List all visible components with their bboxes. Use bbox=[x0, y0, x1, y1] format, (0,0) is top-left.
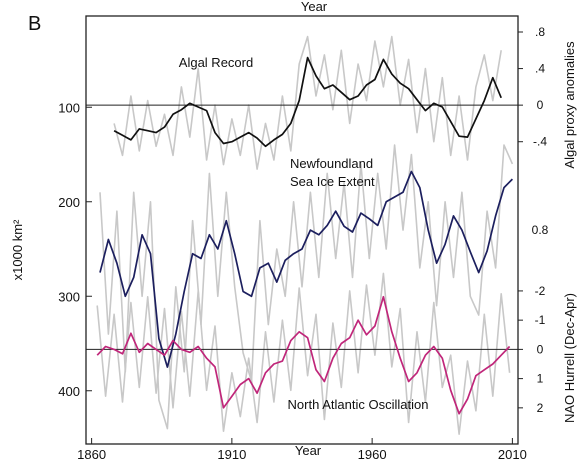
ice-right-tick-label: 0.8 bbox=[532, 223, 549, 237]
plot-frame bbox=[85, 15, 519, 445]
ice-tick-label: 200 bbox=[58, 195, 80, 210]
x-tick-label-2010: 2010 bbox=[498, 447, 527, 462]
algal-tick-label: -.4 bbox=[533, 135, 547, 149]
x-tick-label-1860: 1860 bbox=[77, 447, 106, 462]
top-axis-label: Year bbox=[301, 0, 328, 14]
algal-raw-line bbox=[113, 35, 502, 170]
zero-lines bbox=[86, 104, 518, 350]
algal-tick-label: .4 bbox=[535, 62, 545, 76]
nao-tick-label: -2 bbox=[535, 284, 546, 298]
algal-tick-label: 0 bbox=[537, 98, 544, 112]
nao-series-label: North Atlantic Oscillation bbox=[288, 397, 429, 412]
nao-axis-title: NAO Hurrell (Dec-Apr) bbox=[562, 293, 577, 423]
nao-tick-label: 1 bbox=[537, 372, 544, 386]
ice-tick-label: 100 bbox=[58, 100, 80, 115]
ice-series-label-line2: Sea Ice Extent bbox=[290, 174, 375, 189]
smoothed-series-layer bbox=[96, 56, 514, 415]
ice-series-line bbox=[99, 170, 514, 368]
ice-axis-title: x1000 km² bbox=[10, 219, 25, 280]
ice-series-label-line1: Newfoundland bbox=[290, 156, 373, 171]
ice-tick-label: 400 bbox=[58, 384, 80, 399]
algal-series-label: Algal Record bbox=[179, 55, 253, 70]
x-tick-label-1960: 1960 bbox=[358, 447, 387, 462]
algal-axis-title: Algal proxy anomalies bbox=[562, 41, 577, 169]
nao-series-line bbox=[96, 295, 511, 415]
axis-ticks-layer: 1860 1910 1960 2010.8.40-.4100200300400-2-1… bbox=[58, 25, 547, 462]
panel-label: B bbox=[28, 13, 41, 35]
algal-series-line bbox=[113, 56, 502, 148]
raw-data-layer bbox=[96, 35, 514, 436]
x-tick-label-1910: 1910 bbox=[217, 447, 246, 462]
nao-tick-label: 0 bbox=[537, 342, 544, 356]
x-axis-label: Year bbox=[295, 443, 322, 458]
algal-tick-label: .8 bbox=[535, 25, 545, 39]
nao-tick-label: 2 bbox=[537, 401, 544, 415]
nao-tick-label: -1 bbox=[535, 313, 546, 327]
nao-raw-line bbox=[96, 272, 511, 436]
ice-tick-label: 300 bbox=[58, 289, 80, 304]
